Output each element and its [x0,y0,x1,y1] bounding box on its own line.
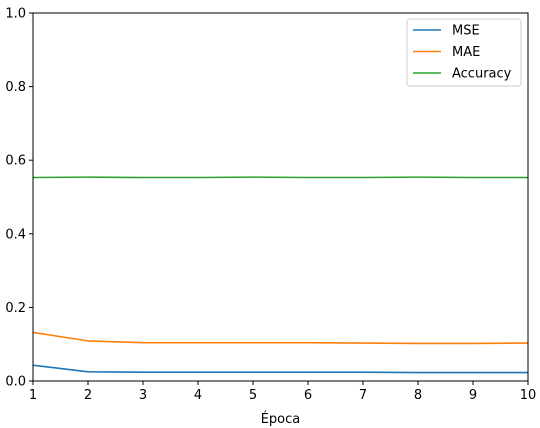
x-axis-label: Época [261,411,301,427]
x-tick-label: 3 [139,388,147,403]
series-line-mse [32,364,528,374]
x-tick-label: 5 [249,388,257,403]
legend-label-mse: MSE [452,24,480,39]
y-tick-label: 0.0 [5,375,26,390]
legend-label-accuracy: Accuracy [452,67,512,82]
x-tick-label: 8 [414,388,422,403]
series-layer [32,176,529,374]
legend-box [406,18,522,87]
axes-frame [32,12,529,382]
legend-label-mae: MAE [452,45,480,60]
axes-layer: 1 2 3 4 5 6 7 8 9 10 0.0 0.2 0.4 0.6 0.8 1.0 [5,7,536,404]
x-tick-label: 7 [359,388,367,403]
y-tick-label: 0.2 [5,301,26,316]
legend: MSE MAE Accuracy [406,18,522,87]
x-tick-label: 10 [520,388,537,403]
y-tick-label: 1.0 [5,7,26,22]
x-tick-label: 2 [84,388,92,403]
y-tick-label: 0.4 [5,227,26,242]
x-tick-label: 9 [469,388,477,403]
y-tick-label: 0.8 [5,80,26,95]
series-line-mae [32,331,529,345]
x-tick-label: 4 [194,388,202,403]
x-tick-label: 1 [29,388,37,403]
x-tick-label: 6 [304,388,312,403]
y-tick-label: 0.6 [5,154,26,169]
